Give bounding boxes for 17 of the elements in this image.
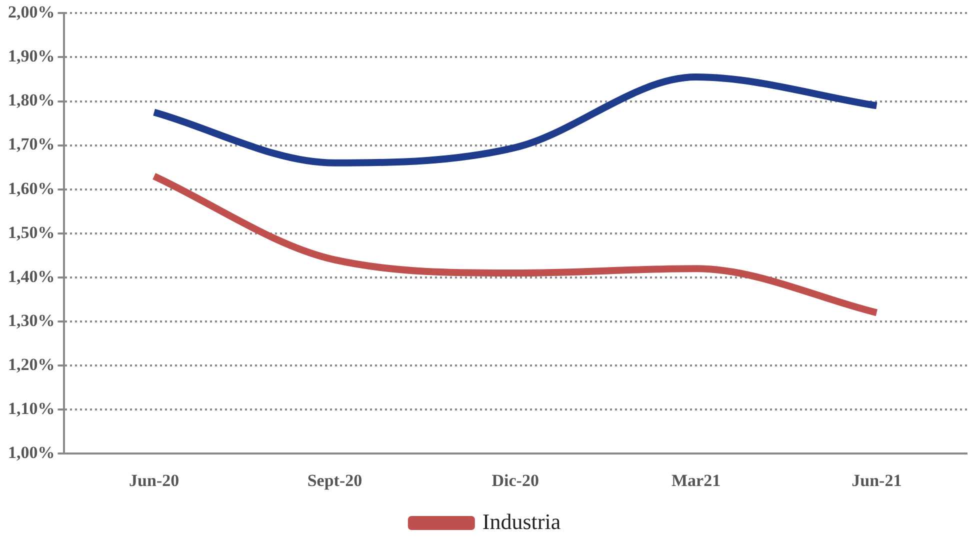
y-tick-label: 1,90% [8, 46, 55, 66]
y-tick-label: 1,30% [8, 310, 55, 330]
legend-label: Industria [482, 508, 561, 534]
x-tick-label: Dic-20 [492, 471, 539, 490]
y-tick-label: 2,00% [8, 2, 55, 22]
y-tick-label: 1,50% [8, 222, 55, 242]
y-tick-label: 1,40% [8, 266, 55, 286]
x-tick-label: Mar21 [671, 471, 721, 490]
y-tick-label: 1,00% [8, 442, 55, 462]
y-tick-label: 1,20% [8, 354, 55, 374]
x-tick-label: Sept-20 [307, 471, 362, 490]
y-tick-label: 1,80% [8, 90, 55, 110]
y-tick-label: 1,60% [8, 178, 55, 198]
x-tick-label: Jun-21 [852, 471, 902, 490]
x-tick-label: Jun-20 [129, 471, 180, 490]
y-tick-label: 1,10% [8, 398, 55, 418]
y-tick-label: 1,70% [8, 134, 55, 154]
